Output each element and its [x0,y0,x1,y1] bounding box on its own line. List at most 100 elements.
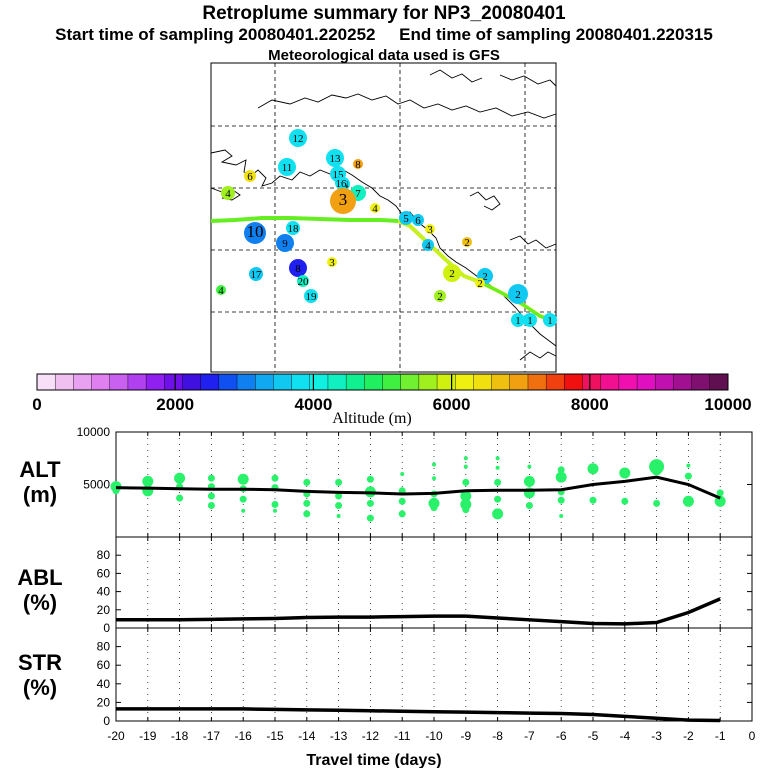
y-tick-label: 5000 [83,478,110,492]
alt-point [398,487,406,495]
map-cluster-circle [286,221,300,235]
alt-point [239,495,247,503]
map-cluster-15: 18 [286,221,300,235]
alt-point [716,489,724,497]
alt-point [271,500,279,508]
map-cluster-circle [330,166,346,182]
y-tick-label: 0 [103,621,110,635]
map-cluster-label: 16 [336,178,348,190]
alt-point [559,514,564,518]
map-cluster-25: 8 [289,259,307,277]
map-cluster-label: 2 [437,291,443,303]
colorbar-cell [455,373,474,391]
met-data-label: Meteorological data used is GFS [268,47,500,64]
alt-point [112,487,120,495]
x-tick-label: -4 [619,729,630,743]
alt-point [460,498,472,510]
map-cluster-22: 2 [477,268,493,284]
alt-point [621,497,629,505]
map-cluster-circle [249,267,263,281]
chart-title: Retroplume summary for NP3_20080401 [202,3,566,24]
colorbar-cell [709,373,729,391]
colorbar-cell [564,373,584,391]
colorbar-tick-label: 0 [32,395,41,414]
map-cluster-26: 20 [297,275,309,288]
x-tick-label: -18 [171,729,189,743]
map-cluster-33: 1 [543,313,557,327]
alt-point [428,497,440,509]
map-cluster-7: 8 [353,159,363,171]
alt-point [271,484,279,492]
colorbar-cell [582,373,602,391]
colorbar-cell [73,373,93,391]
panel-abl: 0 20 40 60 80 [97,536,753,635]
colorbar-cell [182,373,202,391]
alt-point [463,456,468,461]
trajectory-early [210,216,399,223]
map-cluster-17: 9 [276,234,294,252]
map-cluster-circle [353,159,363,169]
colorbar-cell [291,373,311,391]
map-cluster-label: 1 [515,315,521,327]
map-cluster-label: 7 [355,188,361,200]
colorbar-cell [109,373,129,391]
alt-mean-line [115,475,721,500]
colorbar-cell [309,373,329,391]
alt-point [176,483,184,491]
alt-point [366,514,374,522]
map-cluster-11: 4 [370,203,380,215]
map-cluster-circle [221,186,235,200]
alt-point [527,464,532,469]
colorbar-cell [673,373,693,391]
colorbar-cell [36,373,56,391]
x-tick-label: -20 [107,729,125,743]
x-tick-label: -10 [425,729,443,743]
alt-point [398,510,406,518]
alt-point [682,495,694,507]
alt-point [494,495,502,503]
map-cluster-31: 1 [511,313,525,327]
x-tick-label: -6 [556,729,567,743]
alt-point [462,478,470,486]
colorbar-tick-label: 4000 [294,395,332,414]
alt-point [432,476,436,481]
alt-point [303,499,311,507]
alt-point [271,474,279,482]
coastlines [210,69,557,361]
map-cluster-circle [475,278,485,288]
x-tick-label: -19 [139,729,157,743]
map-cluster-label: 2 [449,268,455,280]
map-cluster-circle [443,264,461,282]
map-cluster-circle [304,289,318,303]
alt-point [525,502,533,509]
alt-point [398,497,406,505]
y-tick-label: 10000 [77,425,111,439]
map-cluster-circle [278,158,296,176]
colorbar-cell [345,373,365,391]
map-cluster-circle [434,290,446,302]
alt-point [494,478,502,486]
alt-point [142,485,154,497]
x-tick-label: -16 [235,729,253,743]
y-tick-label: 40 [97,585,111,599]
map-cluster-circle [336,177,350,191]
alt-point [651,464,663,476]
colorbar-cell [473,373,493,391]
colorbar-cell [382,373,402,391]
colorbar-cell [436,373,456,391]
map-cluster-label: 12 [293,133,304,145]
alt-point [430,504,438,512]
alt-point [460,490,472,502]
x-tick-label: -2 [683,729,694,743]
map-cluster-label: 1 [547,315,553,327]
map-cluster-label: 2 [515,289,521,301]
map-cluster-circle [422,239,434,251]
alt-point [653,499,661,507]
colorbar-cell [255,373,274,391]
colorbar-cell [200,373,220,391]
colorbar-cell [127,373,147,391]
alt-point [684,472,692,480]
